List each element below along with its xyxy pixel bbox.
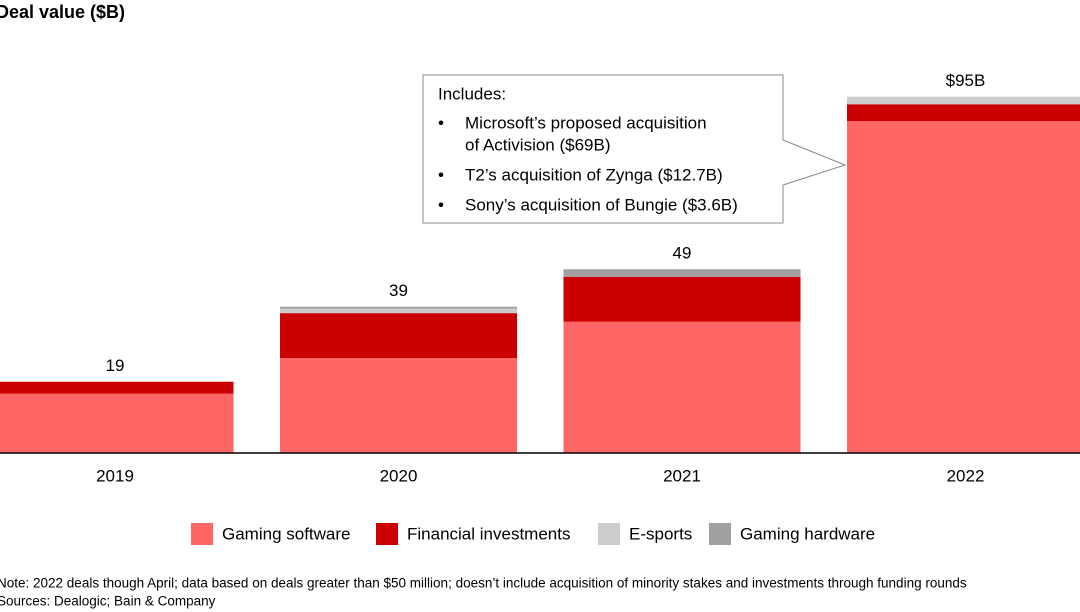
chart-title: Deal value ($B) bbox=[0, 2, 125, 22]
callout-box bbox=[422, 74, 847, 224]
bullet: • bbox=[438, 113, 444, 132]
x-tick-label: 2020 bbox=[380, 466, 418, 485]
annotation-heading: Includes: bbox=[438, 84, 506, 103]
bullet: • bbox=[438, 195, 444, 214]
legend-swatch bbox=[598, 523, 620, 545]
bullet: • bbox=[438, 165, 444, 184]
total-label: 39 bbox=[389, 281, 408, 300]
bar-segment bbox=[280, 313, 517, 359]
annotation-item: T2’s acquisition of Zynga ($12.7B) bbox=[465, 165, 723, 184]
bar-segment bbox=[847, 96, 1080, 105]
bar-segment bbox=[0, 393, 234, 453]
note: Note: 2022 deals though April; data base… bbox=[0, 576, 967, 591]
legend-label: Gaming software bbox=[222, 524, 351, 543]
bar-segment bbox=[563, 269, 801, 277]
x-tick-label: 2022 bbox=[947, 466, 985, 485]
legend-label: E-sports bbox=[629, 524, 692, 543]
bar-segment bbox=[280, 308, 517, 314]
annotation bbox=[422, 74, 847, 224]
x-tick-label: 2019 bbox=[96, 466, 134, 485]
bar-segment bbox=[847, 121, 1080, 453]
total-label: 49 bbox=[673, 244, 692, 263]
legend-swatch bbox=[376, 523, 398, 545]
legend-swatch bbox=[709, 523, 731, 545]
legend-label: Financial investments bbox=[407, 524, 570, 543]
bar-segment bbox=[847, 104, 1080, 122]
annotation-item: Microsoft’s proposed acquisition bbox=[465, 113, 707, 132]
x-tick-label: 2021 bbox=[663, 466, 701, 485]
bar-segment bbox=[563, 276, 801, 322]
total-label: 19 bbox=[106, 356, 125, 375]
legend-label: Gaming hardware bbox=[740, 524, 875, 543]
bar-segment bbox=[280, 306, 517, 309]
bar-segment bbox=[563, 321, 801, 453]
annotation-item: of Activision ($69B) bbox=[465, 135, 611, 154]
bar-segment bbox=[0, 381, 234, 394]
total-label: $95B bbox=[946, 71, 986, 90]
bar-segment bbox=[280, 358, 517, 453]
legend-swatch bbox=[191, 523, 213, 545]
annotation-item: Sony’s acquisition of Bungie ($3.6B) bbox=[465, 195, 738, 214]
note: Sources: Dealogic; Bain & Company bbox=[0, 594, 216, 609]
